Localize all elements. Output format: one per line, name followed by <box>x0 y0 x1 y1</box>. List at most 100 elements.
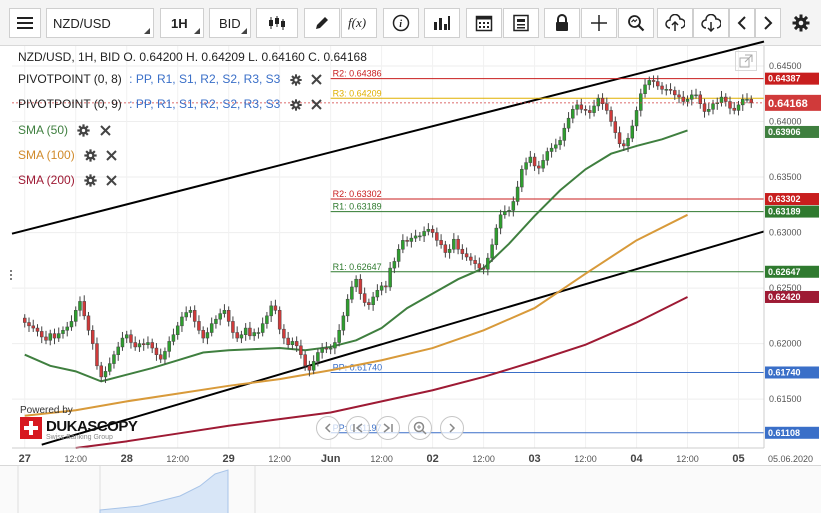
close-icon[interactable] <box>311 74 322 86</box>
pivot2-label: PIVOTPOINT (0, 9) <box>18 97 122 111</box>
candle-body <box>664 89 669 91</box>
symbol-select[interactable]: NZD/USD <box>46 8 154 38</box>
toolbar: NZD/USD 1H BID f(x) i <box>0 0 821 46</box>
candle-body <box>205 332 210 339</box>
candle-body <box>154 347 159 355</box>
draw-icon <box>316 17 328 29</box>
range-navigator[interactable] <box>0 465 821 513</box>
pan-left-button[interactable] <box>316 416 340 440</box>
candle-body <box>333 342 337 349</box>
sma50-line <box>24 129 688 383</box>
menu-button[interactable] <box>9 8 41 38</box>
popout-button[interactable] <box>735 51 757 71</box>
candle-body <box>469 256 473 261</box>
candle-body <box>639 93 643 111</box>
candle-type-button[interactable] <box>256 8 298 38</box>
close-icon[interactable] <box>311 99 322 111</box>
x-tick-label: 04 <box>630 453 643 465</box>
fx-icon: f(x) <box>348 15 366 30</box>
zoom-button[interactable] <box>618 8 654 38</box>
fx-button[interactable]: f(x) <box>341 8 377 38</box>
gear-icon[interactable] <box>290 74 302 86</box>
candle-body <box>367 302 371 305</box>
x-tick-label: 12:00 <box>370 454 393 464</box>
candle-body <box>379 285 384 291</box>
candle-body <box>613 121 618 133</box>
candle-type-icon <box>269 16 285 30</box>
news-button[interactable] <box>503 8 539 38</box>
side-select[interactable]: BID <box>209 8 251 38</box>
candle-body <box>180 316 184 327</box>
sma50-label: SMA (50) <box>18 123 69 137</box>
price-tag-label: 0.62420 <box>768 292 801 302</box>
candle-body <box>35 327 40 332</box>
pivot-label: PP: 0.61740 <box>333 362 383 372</box>
scroll-left-button[interactable] <box>729 8 755 38</box>
y-tick-label: 0.62500 <box>769 283 802 293</box>
caret-icon <box>194 28 200 34</box>
candle-body <box>371 296 375 305</box>
candle-body <box>719 96 724 103</box>
upload-icon <box>665 14 685 31</box>
candle-body <box>566 117 571 129</box>
menu-icon <box>17 17 33 29</box>
legend-row-sma100: SMA (100) <box>18 147 118 163</box>
volume-button[interactable] <box>424 8 460 38</box>
jump-end-button[interactable] <box>376 416 400 440</box>
candle-body <box>443 244 448 253</box>
x-tick-label: 27 <box>19 453 31 465</box>
close-icon[interactable] <box>106 175 118 187</box>
zoom-in-button[interactable] <box>408 416 432 440</box>
scroll-right-button[interactable] <box>755 8 781 38</box>
crosshair-button[interactable] <box>581 8 617 38</box>
left-drag-handle[interactable] <box>10 270 12 280</box>
candle-body <box>150 342 154 349</box>
settings-button[interactable] <box>786 8 816 38</box>
candle-body <box>23 317 27 323</box>
lock-button[interactable] <box>544 8 580 38</box>
draw-button[interactable] <box>304 8 340 38</box>
candle-body <box>592 105 596 113</box>
close-icon[interactable] <box>106 150 118 162</box>
timeframe-select[interactable]: 1H <box>160 8 204 38</box>
candle-body <box>167 341 171 352</box>
candle-body <box>630 125 635 139</box>
dukascopy-logo[interactable]: DUKASCOPY Swiss Banking Group <box>20 417 138 443</box>
candle-body <box>56 333 61 339</box>
candle-body <box>209 323 214 333</box>
download-button[interactable] <box>693 8 729 38</box>
lock-icon <box>556 14 568 31</box>
sma-lines <box>24 129 688 449</box>
candle-body <box>549 147 554 152</box>
price-tag <box>765 290 819 303</box>
zoom-icon <box>628 15 645 32</box>
gear-icon[interactable] <box>290 99 302 111</box>
x-tick-label: Jun <box>321 453 341 465</box>
gear-icon[interactable] <box>84 174 97 187</box>
info-button[interactable]: i <box>383 8 419 38</box>
sma100-line <box>24 213 688 417</box>
price-tags: 0.64387 0.63302 0.63189 0.62647 0.61740 0.611… <box>12 72 821 439</box>
candle-body <box>668 89 673 91</box>
candle-body <box>163 351 167 360</box>
x-tick-label: 05 <box>732 453 744 465</box>
candle-body <box>231 321 235 333</box>
popout-icon <box>739 54 753 68</box>
price-chart[interactable]: R3: 0.64209 R2: 0.64386 R2: 0.63302 R1: 0.6… <box>0 0 821 465</box>
calendar-button[interactable] <box>466 8 502 38</box>
symbol-label: NZD/USD <box>53 15 111 31</box>
jump-start-button[interactable] <box>346 416 370 440</box>
candle-body <box>307 365 312 371</box>
candle-body <box>422 231 426 237</box>
candle-body <box>273 305 278 311</box>
candle-body <box>341 315 346 331</box>
chevron-right-icon <box>449 423 456 433</box>
gear-icon[interactable] <box>84 149 97 162</box>
candle-body <box>388 267 392 288</box>
upload-button[interactable] <box>657 8 693 38</box>
close-icon[interactable] <box>99 125 111 137</box>
gear-icon[interactable] <box>77 124 90 137</box>
sma200-label: SMA (200) <box>18 173 75 187</box>
candle-body <box>27 322 31 327</box>
pan-right-button[interactable] <box>440 416 464 440</box>
